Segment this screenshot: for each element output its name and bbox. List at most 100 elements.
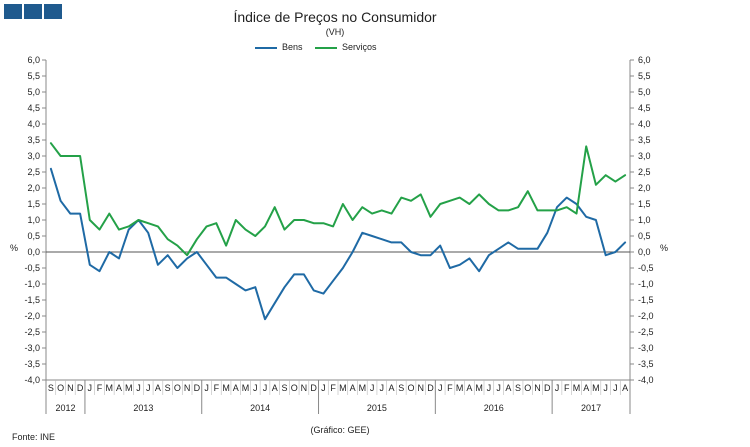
x-tick-label-month: D <box>310 383 317 393</box>
y-tick-label-left: -3,0 <box>24 343 40 353</box>
y-tick-label-left: -3,5 <box>24 359 40 369</box>
x-tick-label-month: M <box>339 383 347 393</box>
y-tick-label-left: 5,5 <box>27 71 40 81</box>
legend-label-bens: Bens <box>282 42 303 52</box>
x-tick-label-month: S <box>515 383 521 393</box>
x-tick-label-month: F <box>564 383 570 393</box>
x-tick-label-month: S <box>48 383 54 393</box>
y-tick-label-right: -2,5 <box>638 327 654 337</box>
chart-title: Índice de Preços no Consumidor <box>233 9 437 25</box>
y-tick-label-left: 3,0 <box>27 151 40 161</box>
x-tick-label-month: O <box>291 383 298 393</box>
source-note: Fonte: INE <box>12 432 56 442</box>
x-tick-label-month: M <box>475 383 483 393</box>
x-tick-label-month: F <box>214 383 220 393</box>
y-tick-label-right: 3,0 <box>638 151 651 161</box>
y-tick-label-left: -1,5 <box>24 295 40 305</box>
y-tick-label-right: 1,5 <box>638 199 651 209</box>
y-tick-label-left: 5,0 <box>27 87 40 97</box>
y-tick-label-right: -0,5 <box>638 263 654 273</box>
x-tick-label-month: F <box>97 383 103 393</box>
x-tick-label-month: J <box>146 383 151 393</box>
y-tick-label-right: -4,0 <box>638 375 654 385</box>
x-tick-label-month: O <box>407 383 414 393</box>
chart-plot: -4,0 -4,0 -3,5 -3,5 -3,0 -3,0 -2,5 -2,5 -2,0 -2,0… <box>10 55 668 414</box>
x-tick-label-month: O <box>57 383 64 393</box>
x-tick-label-month: A <box>350 383 356 393</box>
x-tick-label-month: M <box>592 383 600 393</box>
logo-block-1 <box>4 4 22 19</box>
x-tick-label-month: M <box>573 383 581 393</box>
x-tick-label-month: A <box>272 383 278 393</box>
x-tick-label-month: M <box>222 383 230 393</box>
x-tick-label-month: M <box>456 383 464 393</box>
y-tick-label-right: -2,0 <box>638 311 654 321</box>
x-tick-label-month: A <box>389 383 395 393</box>
x-tick-label-month: J <box>613 383 618 393</box>
x-tick-label-month: D <box>77 383 84 393</box>
x-tick-label-month: D <box>194 383 201 393</box>
chart-subtitle: (VH) <box>325 27 345 37</box>
y-tick-label-right: 2,0 <box>638 183 651 193</box>
y-tick-label-right: 5,0 <box>638 87 651 97</box>
y-tick-label-left: 1,5 <box>27 199 40 209</box>
y-tick-label-left: 3,5 <box>27 135 40 145</box>
y-tick-label-left: -2,0 <box>24 311 40 321</box>
y-axis-label-left: % <box>10 243 18 253</box>
y-axis-label-right: % <box>660 243 668 253</box>
x-tick-label-month: J <box>321 383 326 393</box>
y-tick-label-left: -0,5 <box>24 263 40 273</box>
x-tick-label-month: J <box>438 383 443 393</box>
x-tick-label-month: J <box>253 383 258 393</box>
y-tick-label-right: 2,5 <box>638 167 651 177</box>
y-tick-label-right: -3,5 <box>638 359 654 369</box>
x-tick-label-month: A <box>155 383 161 393</box>
legend-item-servicos: Serviços <box>315 42 377 52</box>
x-tick-label-month: S <box>165 383 171 393</box>
y-tick-label-right: 6,0 <box>638 55 651 65</box>
x-tick-label-month: M <box>106 383 114 393</box>
legend-label-servicos: Serviços <box>342 42 377 52</box>
y-tick-label-left: 1,0 <box>27 215 40 225</box>
x-tick-label-month: J <box>555 383 560 393</box>
x-tick-label-month: J <box>204 383 209 393</box>
x-tick-label-month: A <box>505 383 511 393</box>
x-tick-label-month: J <box>263 383 268 393</box>
x-tick-label-month: J <box>380 383 385 393</box>
x-tick-label-month: A <box>116 383 122 393</box>
chart-credit: (Gráfico: GEE) <box>310 425 370 435</box>
x-tick-label-month: N <box>534 383 541 393</box>
y-tick-label-right: 4,5 <box>638 103 651 113</box>
y-tick-label-right: 0,5 <box>638 231 651 241</box>
x-tick-label-year: 2012 <box>55 403 75 413</box>
x-tick-label-year: 2013 <box>133 403 153 413</box>
y-tick-label-right: 5,5 <box>638 71 651 81</box>
legend-item-bens: Bens <box>255 42 303 52</box>
x-tick-label-month: M <box>242 383 250 393</box>
x-tick-label-month: F <box>330 383 336 393</box>
legend-swatch-bens <box>255 46 277 49</box>
logo-block-2 <box>24 4 42 19</box>
x-tick-label-month: J <box>88 383 93 393</box>
y-tick-label-right: 4,0 <box>638 119 651 129</box>
x-tick-label-year: 2014 <box>250 403 270 413</box>
y-tick-label-left: 6,0 <box>27 55 40 65</box>
legend-swatch-servicos <box>315 46 337 49</box>
x-tick-label-month: N <box>301 383 308 393</box>
logo-block-3 <box>44 4 62 19</box>
series-line-bens <box>49 167 627 321</box>
x-tick-label-month: A <box>622 383 628 393</box>
x-tick-label-month: M <box>359 383 367 393</box>
x-tick-label-month: M <box>125 383 133 393</box>
x-tick-label-month: J <box>496 383 501 393</box>
x-tick-label-month: J <box>603 383 608 393</box>
x-tick-label-month: D <box>544 383 551 393</box>
x-tick-label-month: S <box>398 383 404 393</box>
series-line-servicos <box>49 142 627 257</box>
x-tick-label-month: O <box>524 383 531 393</box>
x-tick-label-month: J <box>487 383 492 393</box>
y-tick-label-right: 3,5 <box>638 135 651 145</box>
x-tick-label-month: S <box>281 383 287 393</box>
x-tick-label-year: 2016 <box>484 403 504 413</box>
y-tick-label-left: 0,5 <box>27 231 40 241</box>
